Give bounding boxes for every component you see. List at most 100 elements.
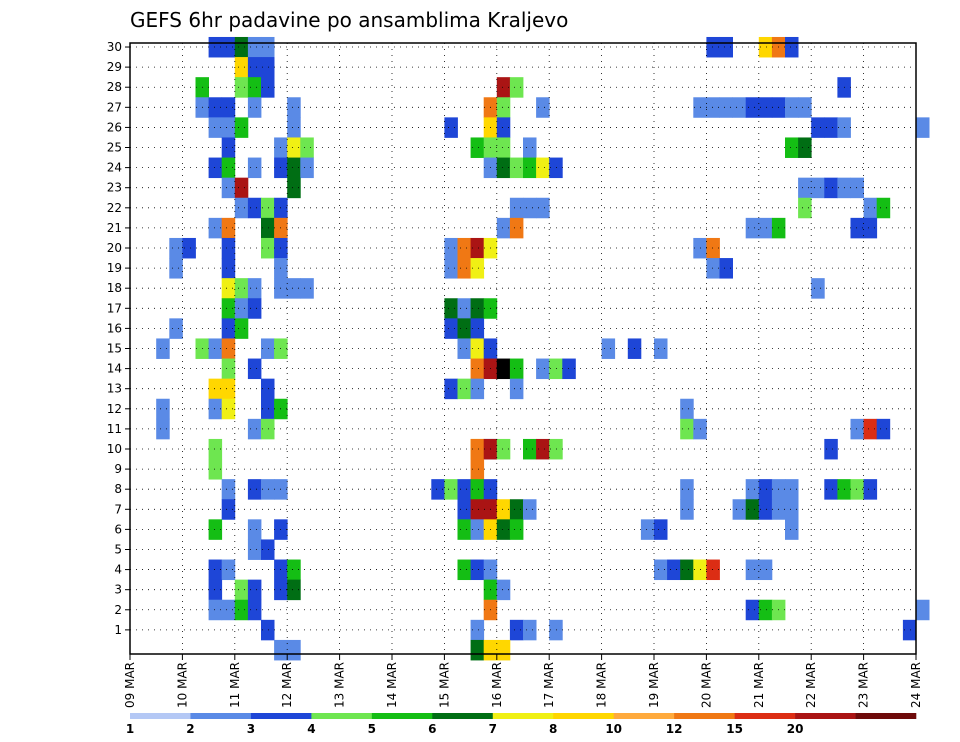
heatmap-cell xyxy=(719,97,733,118)
heatmap-cell xyxy=(470,237,485,259)
heatmap-cell xyxy=(470,137,485,158)
heatmap-cell xyxy=(221,398,236,420)
heatmap-cell xyxy=(745,479,760,500)
heatmap-cell xyxy=(811,177,825,199)
heatmap-cell xyxy=(261,539,275,560)
heatmap-cell xyxy=(247,157,262,179)
heatmap-cell xyxy=(798,177,812,199)
heatmap-cell xyxy=(706,237,720,259)
heatmap-cell xyxy=(523,137,537,158)
colorbar-label: 15 xyxy=(726,722,743,736)
heatmap-cell xyxy=(680,418,694,440)
heatmap-cell xyxy=(470,619,485,641)
heatmap-cell xyxy=(863,197,878,219)
heatmap-cell xyxy=(680,479,694,500)
heatmap-cell xyxy=(208,97,223,118)
heatmap-cell xyxy=(470,358,485,380)
heatmap-cell xyxy=(496,358,511,380)
heatmap-cell xyxy=(811,278,825,299)
heatmap-cell xyxy=(470,459,485,480)
y-tick-label: 30 xyxy=(107,40,122,54)
colorbar-label: 8 xyxy=(549,722,557,736)
heatmap-cell xyxy=(798,97,812,118)
heatmap-cell xyxy=(221,36,236,58)
heatmap-cell xyxy=(509,499,524,520)
heatmap-cell xyxy=(287,559,301,581)
heatmap-cell xyxy=(719,258,733,279)
heatmap-cell xyxy=(221,559,236,581)
heatmap-cell xyxy=(863,418,878,440)
heatmap-cell xyxy=(221,177,236,199)
y-tick-label: 13 xyxy=(107,382,122,396)
heatmap-cell xyxy=(234,36,249,58)
heatmap-cell xyxy=(300,137,314,158)
heatmap-cell xyxy=(850,418,864,440)
heatmap-cell xyxy=(261,197,275,219)
x-tick-label: 12 MAR xyxy=(280,662,294,708)
heatmap-cell xyxy=(496,77,511,98)
y-tick-label: 11 xyxy=(107,422,122,436)
colorbar-label: 12 xyxy=(666,722,683,736)
y-tick-label: 6 xyxy=(114,522,122,536)
heatmap-cell xyxy=(247,479,262,500)
heatmap-cell xyxy=(496,499,511,520)
heatmap-cell xyxy=(208,338,223,359)
heatmap-cell xyxy=(261,398,275,420)
heatmap-cell xyxy=(496,97,511,118)
y-tick-label: 23 xyxy=(107,181,122,195)
heatmap-cell xyxy=(261,36,275,58)
x-tick-label: 16 MAR xyxy=(490,662,504,708)
heatmap-cell xyxy=(706,36,720,58)
y-tick-label: 19 xyxy=(107,261,122,275)
heatmap-cell xyxy=(785,36,799,58)
heatmap-cell xyxy=(876,197,891,219)
heatmap-cell xyxy=(208,438,223,460)
heatmap-cell xyxy=(234,318,249,339)
colorbar-swatch xyxy=(130,713,191,719)
heatmap-cell xyxy=(221,318,236,339)
heatmap-cell xyxy=(758,479,773,500)
heatmap-cell xyxy=(221,278,236,299)
heatmap-cell xyxy=(470,318,485,339)
y-axis-labels: 1234567891011121314151617181920212223242… xyxy=(107,40,130,637)
colorbar-swatch xyxy=(371,713,433,719)
heatmap-cell xyxy=(208,459,223,480)
colorbar-label: 7 xyxy=(489,722,497,736)
heatmap-cell xyxy=(536,438,550,460)
heatmap-cell xyxy=(876,418,891,440)
heatmap-cell xyxy=(156,338,170,359)
heatmap-cell xyxy=(444,378,458,400)
heatmap-cell xyxy=(785,97,799,118)
heatmap-cell xyxy=(234,77,249,98)
heatmap-cell xyxy=(457,559,471,581)
heatmap-cell xyxy=(916,599,930,621)
heatmap-cell xyxy=(208,599,223,621)
heatmap-cell xyxy=(680,499,694,520)
heatmap-cell xyxy=(706,559,720,581)
heatmap-cell xyxy=(811,117,825,138)
heatmap-cell xyxy=(208,378,223,400)
heatmap-cell xyxy=(208,519,223,540)
heatmap-cell xyxy=(601,338,616,359)
heatmap-cell xyxy=(470,298,485,319)
heatmap-cell xyxy=(261,338,275,359)
heatmap-cell xyxy=(234,117,249,138)
heatmap-cell xyxy=(234,278,249,299)
heatmap-cell xyxy=(169,237,183,259)
heatmap-cell xyxy=(863,217,878,239)
heatmap-cell xyxy=(640,519,655,540)
heatmap-cell xyxy=(247,278,262,299)
heatmap-cell xyxy=(496,579,511,601)
heatmap-cell xyxy=(208,36,223,58)
heatmap-cell xyxy=(850,479,864,500)
heatmap-cell xyxy=(536,97,550,118)
heatmap-cell xyxy=(654,338,668,359)
colorbar-label: 6 xyxy=(428,722,436,736)
colorbar: 1 2 3 4 5 6 7 8 10 12 15 20 xyxy=(126,713,917,736)
heatmap-cell xyxy=(247,77,262,98)
heatmap-cell xyxy=(221,499,236,520)
y-tick-label: 25 xyxy=(107,141,122,155)
heatmap-cell xyxy=(654,519,668,540)
heatmap-cell xyxy=(208,157,223,179)
heatmap-cell xyxy=(457,237,471,259)
